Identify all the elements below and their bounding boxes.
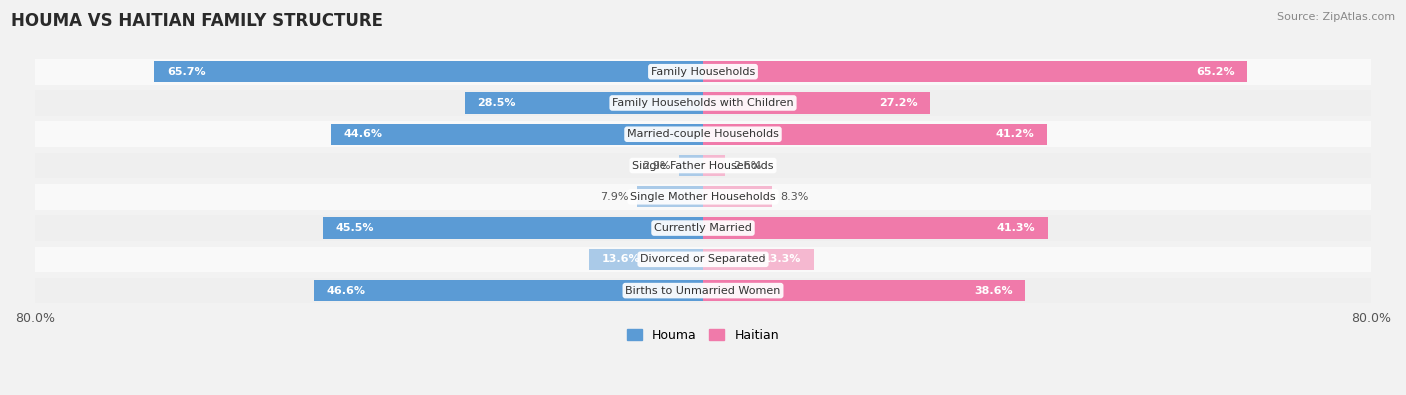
Text: 44.6%: 44.6% bbox=[343, 129, 382, 139]
Bar bbox=[155, 61, 703, 82]
Text: Family Households with Children: Family Households with Children bbox=[612, 98, 794, 108]
Text: 8.3%: 8.3% bbox=[780, 192, 808, 202]
Bar bbox=[703, 92, 931, 114]
Text: 28.5%: 28.5% bbox=[478, 98, 516, 108]
Legend: Houma, Haitian: Houma, Haitian bbox=[621, 324, 785, 347]
Bar bbox=[35, 246, 1371, 272]
Bar bbox=[35, 121, 1371, 147]
Text: HOUMA VS HAITIAN FAMILY STRUCTURE: HOUMA VS HAITIAN FAMILY STRUCTURE bbox=[11, 12, 384, 30]
Bar bbox=[330, 124, 703, 145]
Bar bbox=[35, 278, 1371, 303]
Bar bbox=[703, 61, 1247, 82]
Text: 65.2%: 65.2% bbox=[1197, 67, 1234, 77]
Text: 7.9%: 7.9% bbox=[600, 192, 628, 202]
Text: 38.6%: 38.6% bbox=[974, 286, 1012, 295]
Text: 65.7%: 65.7% bbox=[167, 67, 205, 77]
Text: 13.6%: 13.6% bbox=[602, 254, 641, 264]
Bar bbox=[323, 217, 703, 239]
Text: Family Households: Family Households bbox=[651, 67, 755, 77]
Bar bbox=[703, 249, 814, 270]
Bar bbox=[465, 92, 703, 114]
Text: Currently Married: Currently Married bbox=[654, 223, 752, 233]
Bar bbox=[703, 155, 724, 176]
Bar bbox=[679, 155, 703, 176]
Text: 13.3%: 13.3% bbox=[763, 254, 801, 264]
Bar bbox=[703, 280, 1025, 301]
Bar bbox=[703, 217, 1047, 239]
Text: Divorced or Separated: Divorced or Separated bbox=[640, 254, 766, 264]
Bar bbox=[35, 90, 1371, 116]
Bar bbox=[637, 186, 703, 207]
Text: 27.2%: 27.2% bbox=[879, 98, 918, 108]
Bar bbox=[703, 124, 1047, 145]
Bar bbox=[314, 280, 703, 301]
Text: 41.2%: 41.2% bbox=[995, 129, 1035, 139]
Bar bbox=[703, 186, 772, 207]
Bar bbox=[35, 153, 1371, 178]
Text: 41.3%: 41.3% bbox=[997, 223, 1035, 233]
Bar bbox=[589, 249, 703, 270]
Bar bbox=[35, 59, 1371, 85]
Text: Married-couple Households: Married-couple Households bbox=[627, 129, 779, 139]
Text: 46.6%: 46.6% bbox=[326, 286, 366, 295]
Text: 45.5%: 45.5% bbox=[336, 223, 374, 233]
Text: Single Father Households: Single Father Households bbox=[633, 160, 773, 171]
Text: Source: ZipAtlas.com: Source: ZipAtlas.com bbox=[1277, 12, 1395, 22]
Bar bbox=[35, 215, 1371, 241]
Text: 2.9%: 2.9% bbox=[643, 160, 671, 171]
Text: Births to Unmarried Women: Births to Unmarried Women bbox=[626, 286, 780, 295]
Text: 2.6%: 2.6% bbox=[733, 160, 762, 171]
Text: Single Mother Households: Single Mother Households bbox=[630, 192, 776, 202]
Bar bbox=[35, 184, 1371, 210]
